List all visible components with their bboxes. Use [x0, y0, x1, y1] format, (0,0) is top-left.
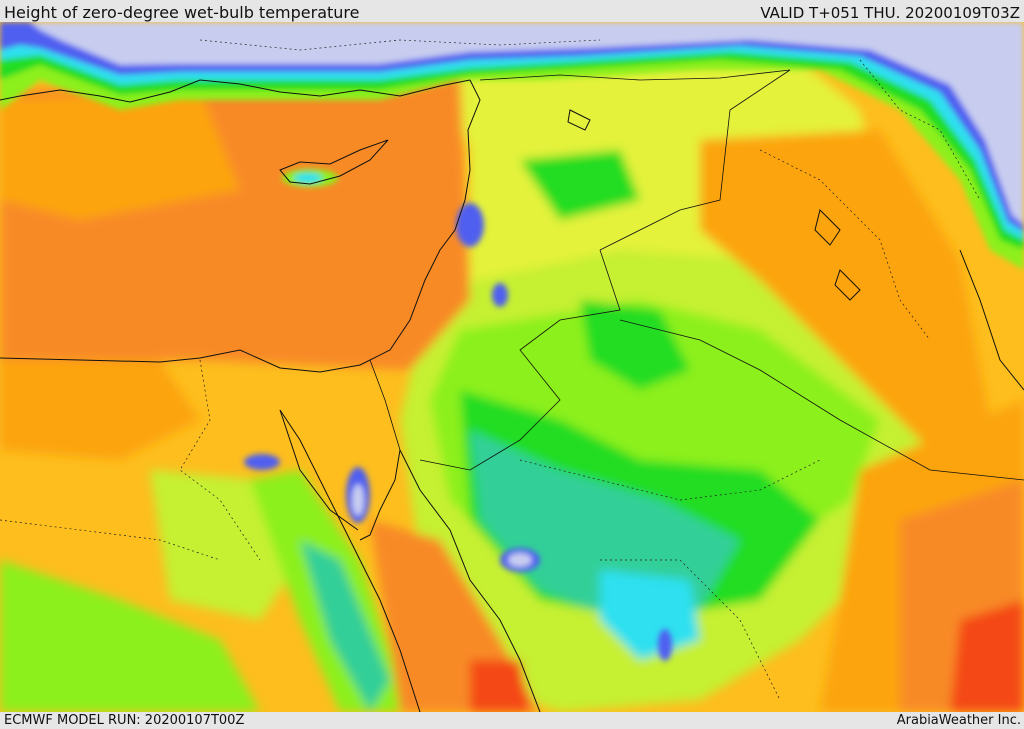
map-title: Height of zero-degree wet-bulb temperatu… [4, 3, 360, 22]
coastlines [0, 79, 1024, 712]
border-turkey-syria [479, 69, 791, 81]
persian-gulf-coast [959, 249, 1024, 391]
model-run: ECMWF MODEL RUN: 20200107T00Z [4, 713, 245, 728]
valid-time: VALID T+051 THU. 20200109T03Z [760, 4, 1020, 22]
egypt-west-line [0, 519, 221, 561]
border-syria-iraq [599, 69, 791, 251]
weather-map [0, 0, 1024, 712]
iran-provinces [859, 59, 981, 201]
cold-spots [244, 169, 672, 661]
lavender-north-band [30, 22, 1024, 225]
credit: ArabiaWeather Inc. [896, 713, 1021, 728]
cyan-north-band [0, 22, 1024, 240]
lake-assad [567, 109, 591, 131]
teal-redsea-west [300, 540, 390, 712]
green-egypt-west [0, 560, 260, 712]
teal-core [470, 430, 740, 620]
orange-egypt-north [0, 360, 200, 460]
gulf-suez [279, 409, 359, 531]
cold-band [0, 22, 1024, 270]
red-sea-east-coast [399, 449, 541, 712]
red-sea-west-coast [279, 409, 421, 712]
med-south-coast [0, 79, 481, 373]
iraq-provinces [759, 149, 931, 341]
asir-cold-spot [658, 629, 672, 661]
contour-fills [0, 60, 1024, 712]
red-orange-southeast [950, 600, 1024, 712]
footer-bar: ECMWF MODEL RUN: 20200107T00Z ArabiaWeat… [0, 712, 1024, 729]
border-iraq-saudi [619, 319, 1024, 481]
lebanon-cold-spot [456, 203, 484, 247]
borders [369, 69, 1024, 481]
sinai-cold-core [352, 484, 364, 516]
green-core-north [580, 300, 690, 390]
red-orange-redsea [470, 660, 530, 712]
cyprus [279, 139, 389, 185]
cyprus-core [294, 173, 322, 183]
jordan-cold-spot [492, 283, 508, 307]
border-jordan-saudi [419, 249, 621, 471]
header-bar: Height of zero-degree wet-bulb temperatu… [0, 0, 1024, 22]
lake-tharthar [814, 209, 841, 246]
egypt-governorates [179, 359, 261, 561]
light-orange-med-north [0, 90, 240, 220]
turkey-provinces [199, 39, 601, 51]
border-egypt-israel [369, 359, 401, 451]
internal-borders [0, 39, 981, 701]
lake-razazah [834, 269, 861, 301]
turkey-south-coast [0, 79, 471, 103]
saudi-provinces-b [600, 559, 781, 701]
gulf-aqaba [359, 449, 401, 541]
sinai-green [244, 454, 280, 470]
cyan-pocket-asir [600, 570, 700, 660]
green-core-syria [520, 150, 640, 220]
hejaz-cold-core [508, 553, 532, 567]
